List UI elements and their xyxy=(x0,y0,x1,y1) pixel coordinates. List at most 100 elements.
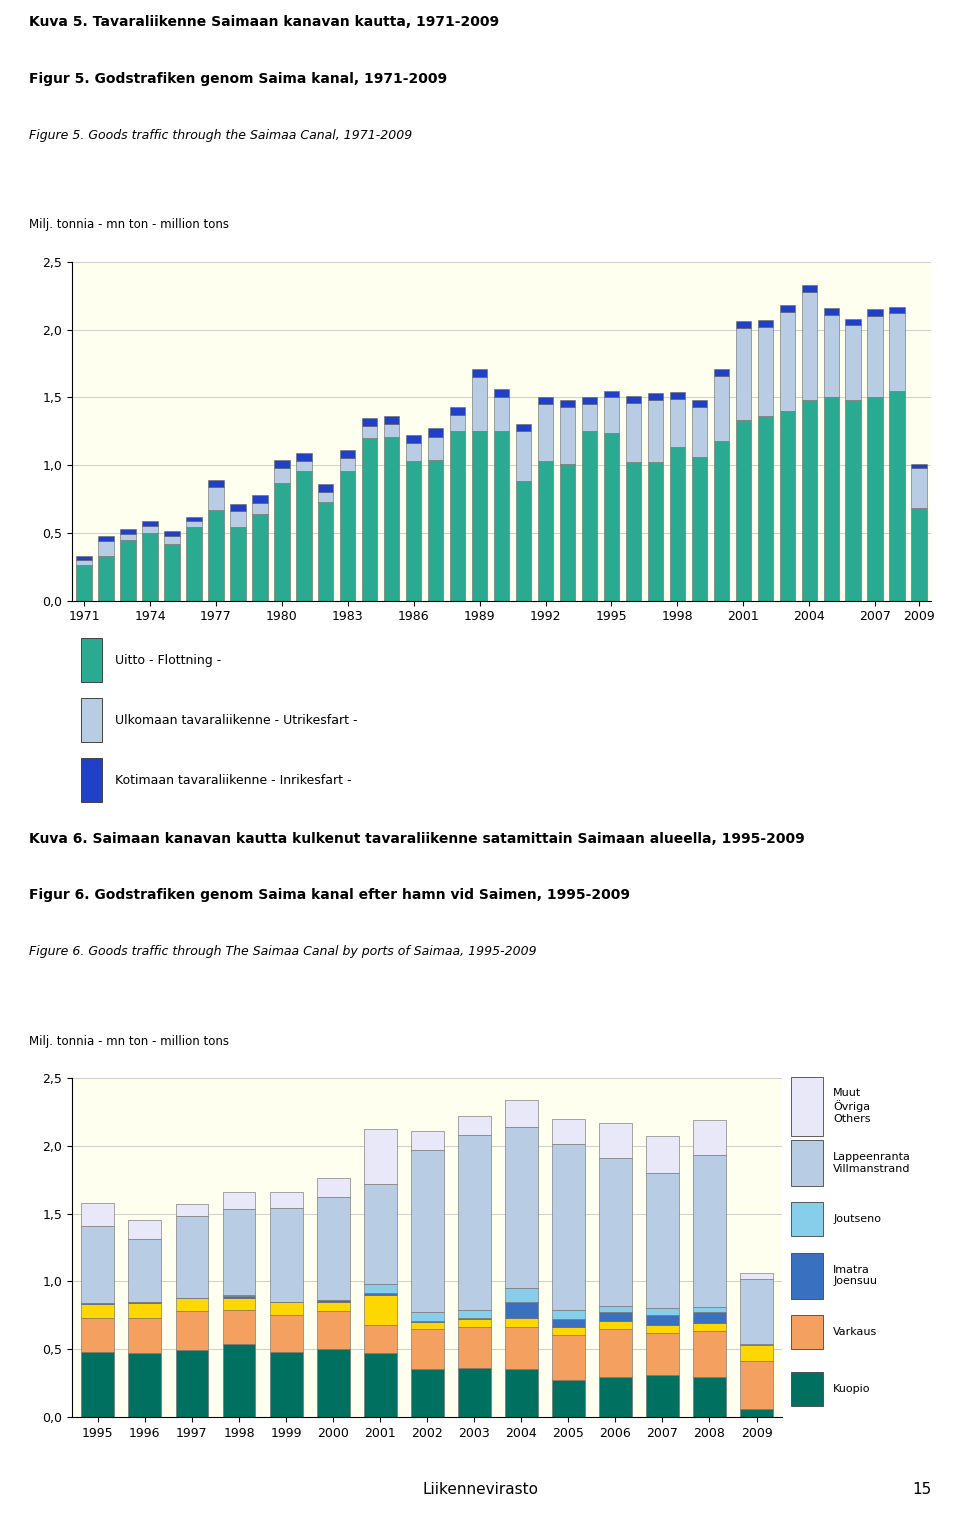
Bar xyxy=(362,417,377,425)
Bar xyxy=(582,403,597,431)
Bar xyxy=(735,328,751,420)
Bar xyxy=(230,511,246,527)
Bar xyxy=(384,425,399,437)
Bar xyxy=(646,1309,679,1315)
Bar xyxy=(538,397,553,403)
Bar xyxy=(693,1155,726,1307)
Bar xyxy=(538,403,553,460)
Bar xyxy=(868,316,883,397)
Bar xyxy=(846,400,861,601)
Bar xyxy=(599,1377,632,1417)
Bar xyxy=(411,1130,444,1150)
Bar xyxy=(364,1295,396,1324)
Bar xyxy=(505,1287,538,1301)
Bar xyxy=(604,391,619,397)
Bar xyxy=(693,1307,726,1312)
Bar xyxy=(317,1178,349,1197)
FancyBboxPatch shape xyxy=(791,1315,824,1349)
Bar xyxy=(82,1318,114,1352)
Bar xyxy=(780,313,795,411)
Bar xyxy=(646,1375,679,1417)
Bar xyxy=(340,450,355,459)
Bar xyxy=(802,291,817,400)
Bar xyxy=(458,1116,491,1135)
Bar xyxy=(317,1197,349,1300)
Bar xyxy=(505,1301,538,1318)
Bar xyxy=(223,1298,255,1309)
Bar xyxy=(493,431,510,601)
Text: Milj. tonnia - mn ton - million tons: Milj. tonnia - mn ton - million tons xyxy=(29,1035,228,1047)
Bar xyxy=(129,1303,161,1318)
Bar xyxy=(713,376,729,440)
Bar xyxy=(384,437,399,601)
Bar xyxy=(450,431,466,601)
Bar xyxy=(505,1369,538,1417)
Bar xyxy=(120,539,135,601)
Bar xyxy=(364,1324,396,1354)
Bar xyxy=(552,1118,585,1144)
Text: Figure 5. Goods traffic through the Saimaa Canal, 1971-2009: Figure 5. Goods traffic through the Saim… xyxy=(29,129,412,142)
Bar xyxy=(582,431,597,601)
Bar xyxy=(693,1312,726,1323)
Bar xyxy=(275,468,290,482)
Bar xyxy=(552,1327,585,1335)
Bar xyxy=(223,1343,255,1417)
Bar xyxy=(458,1327,491,1368)
Bar xyxy=(458,1135,491,1309)
Bar xyxy=(646,1332,679,1375)
Bar xyxy=(693,1332,726,1377)
Bar xyxy=(411,1312,444,1321)
Bar xyxy=(428,437,444,459)
Bar xyxy=(493,397,510,431)
Text: Varkaus: Varkaus xyxy=(833,1327,877,1337)
Text: Kuopio: Kuopio xyxy=(833,1383,871,1394)
Bar xyxy=(648,400,663,462)
Bar xyxy=(129,1354,161,1417)
Bar xyxy=(318,502,333,601)
Bar xyxy=(505,1100,538,1127)
Bar xyxy=(129,1240,161,1301)
Bar xyxy=(82,1203,114,1226)
Bar xyxy=(599,1158,632,1306)
Bar xyxy=(77,565,92,601)
Bar xyxy=(693,1377,726,1417)
Text: Ulkomaan tavaraliikenne - Utrikesfart -: Ulkomaan tavaraliikenne - Utrikesfart - xyxy=(115,713,362,727)
Bar xyxy=(713,440,729,601)
Bar xyxy=(270,1192,302,1207)
Bar xyxy=(693,1323,726,1332)
Bar xyxy=(757,326,773,416)
Bar xyxy=(142,533,157,601)
Bar xyxy=(120,528,135,534)
Bar xyxy=(411,1321,444,1329)
FancyBboxPatch shape xyxy=(791,1076,824,1137)
Bar xyxy=(275,459,290,468)
Bar xyxy=(406,436,421,444)
Bar xyxy=(270,1315,302,1352)
Text: Figure 6. Goods traffic through The Saimaa Canal by ports of Saimaa, 1995-2009: Figure 6. Goods traffic through The Saim… xyxy=(29,946,537,958)
Bar xyxy=(757,320,773,326)
Text: 15: 15 xyxy=(912,1481,931,1497)
Bar xyxy=(824,314,839,397)
Text: Imatra
Joensuu: Imatra Joensuu xyxy=(833,1264,877,1286)
Bar xyxy=(604,397,619,433)
Bar xyxy=(82,1304,114,1318)
Text: Kuva 5. Tavaraliikenne Saimaan kanavan kautta, 1971-2009: Kuva 5. Tavaraliikenne Saimaan kanavan k… xyxy=(29,15,499,29)
Bar xyxy=(120,534,135,539)
Bar xyxy=(582,397,597,403)
Bar xyxy=(186,521,202,527)
Bar xyxy=(740,1361,773,1409)
Bar xyxy=(740,1409,773,1417)
Bar xyxy=(176,1351,208,1417)
Bar xyxy=(911,508,926,601)
Bar xyxy=(740,1274,773,1278)
Bar xyxy=(890,391,905,601)
Bar xyxy=(740,1344,773,1361)
Bar xyxy=(560,400,575,407)
Bar xyxy=(626,462,641,601)
Bar xyxy=(646,1324,679,1332)
Bar xyxy=(406,460,421,601)
Bar xyxy=(505,1327,538,1369)
Bar xyxy=(318,484,333,493)
Bar xyxy=(599,1329,632,1377)
Bar xyxy=(98,541,113,556)
